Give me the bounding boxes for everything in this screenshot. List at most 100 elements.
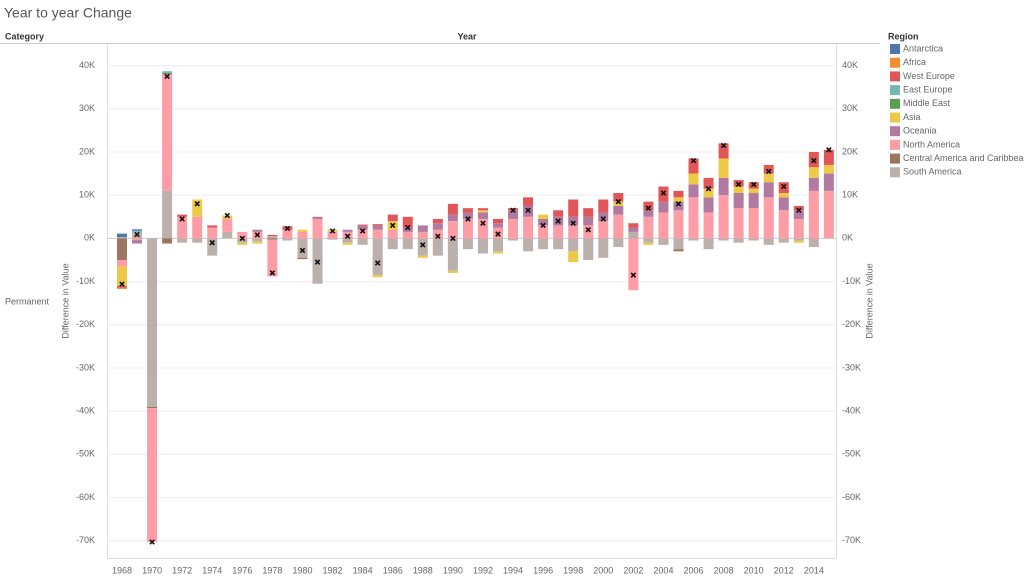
- bar-segment: [823, 164, 834, 174]
- net-marker: [194, 201, 200, 207]
- net-marker: [344, 233, 351, 239]
- bar-segment: [417, 238, 428, 256]
- bar-segment: [447, 238, 458, 271]
- bar-segment: [207, 238, 218, 256]
- legend-label: Central America and Caribbean: [903, 153, 1024, 163]
- bar-segment: [733, 193, 744, 209]
- bar-segment: [117, 259, 127, 267]
- bar-segment: [613, 193, 624, 202]
- bar-segment: [793, 218, 804, 239]
- bar-segment: [613, 201, 624, 206]
- net-marker: [495, 231, 501, 237]
- legend-swatch: [890, 44, 900, 54]
- bar-segment: [417, 231, 428, 239]
- bar-segment: [523, 238, 534, 252]
- bar-segment: [793, 205, 804, 211]
- bar-segment: [327, 231, 338, 239]
- bar-segment: [207, 225, 218, 228]
- bar-segment: [237, 231, 248, 239]
- bar-segment: [117, 233, 127, 238]
- bar-segment: [147, 406, 158, 409]
- net-marker: [630, 272, 637, 278]
- bar-segment: [372, 224, 383, 226]
- bar-segment: [387, 229, 398, 239]
- bar-segment: [177, 214, 188, 217]
- bar-segment: [192, 199, 203, 217]
- legend-swatch: [890, 85, 900, 96]
- bar-segment: [477, 218, 488, 239]
- bar-segment: [688, 158, 699, 174]
- bar-segment: [703, 177, 714, 189]
- bar-segment: [222, 231, 233, 239]
- bar-segment: [688, 184, 699, 198]
- x-tick-label: 2002: [623, 565, 643, 575]
- net-marker: [465, 216, 471, 222]
- bar-segment: [372, 275, 383, 278]
- net-marker: [615, 198, 622, 205]
- bar-segment: [462, 238, 473, 250]
- bar-segment: [703, 197, 714, 213]
- bar-segment: [643, 242, 654, 245]
- bar-segment: [282, 238, 293, 241]
- bar-segment: [432, 238, 443, 256]
- net-marker: [404, 224, 411, 231]
- net-marker: [705, 185, 712, 192]
- net-marker: [796, 207, 802, 214]
- bar-segment: [763, 164, 774, 174]
- bar-segment: [207, 227, 218, 239]
- net-marker: [420, 242, 426, 248]
- bar-segment: [733, 208, 744, 239]
- legend-swatch: [890, 112, 900, 123]
- bar-segment: [312, 218, 323, 239]
- bar-segment: [538, 238, 549, 250]
- legend-swatch: [890, 167, 900, 178]
- net-marker: [299, 247, 306, 254]
- y-tick-label: -10K: [76, 276, 95, 286]
- bar-segment: [763, 182, 774, 198]
- bar-segment: [417, 255, 428, 258]
- y-tick-label: -60K: [76, 492, 95, 502]
- y-tick-label: -50K: [76, 449, 95, 459]
- bar-segment: [297, 229, 308, 232]
- net-marker: [600, 216, 607, 222]
- bar-segment: [568, 238, 579, 252]
- bar-segment: [553, 238, 564, 250]
- net-marker: [585, 226, 592, 233]
- bar-segment: [162, 190, 173, 239]
- x-tick-label: 2006: [684, 565, 704, 575]
- legend-title: Region: [888, 31, 919, 41]
- bar-segment: [673, 249, 684, 252]
- x-header: Year: [457, 31, 477, 41]
- y2-tick-label: 20K: [842, 146, 858, 156]
- bar-segment: [357, 225, 368, 230]
- bar-segment: [718, 177, 729, 196]
- y2-tick-label: -60K: [842, 492, 861, 502]
- bar-segment: [252, 241, 263, 244]
- bar-segment: [808, 238, 819, 248]
- y-axis-title: Difference in Value: [60, 263, 70, 338]
- bar-segment: [342, 229, 353, 232]
- bar-segment: [703, 188, 714, 198]
- x-tick-label: 1980: [292, 565, 312, 575]
- bar-segment: [117, 287, 127, 289]
- legend-swatch: [890, 126, 900, 137]
- bar-segment: [793, 210, 804, 219]
- bar-segment: [688, 197, 699, 239]
- bar-segment: [583, 238, 594, 260]
- net-marker: [570, 220, 576, 227]
- bar-segment: [342, 242, 353, 245]
- net-marker: [269, 270, 276, 276]
- bar-segment: [808, 190, 819, 239]
- y2-tick-label: -10K: [842, 276, 861, 286]
- x-tick-label: 2010: [744, 565, 764, 575]
- bar-segment: [493, 238, 503, 252]
- x-tick-label: 2012: [774, 565, 794, 575]
- bar-segment: [402, 238, 413, 250]
- net-marker: [645, 205, 652, 211]
- bar-segment: [673, 238, 684, 250]
- x-tick-label: 2004: [653, 565, 673, 575]
- bar-segment: [718, 158, 729, 178]
- bar-segment: [673, 197, 684, 202]
- x-tick-label: 1970: [142, 565, 162, 575]
